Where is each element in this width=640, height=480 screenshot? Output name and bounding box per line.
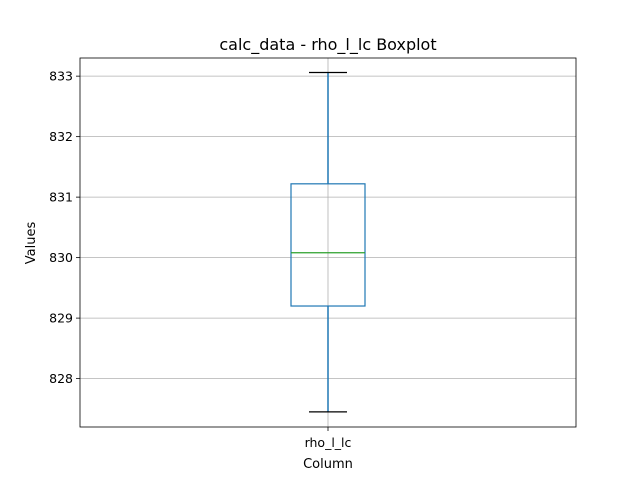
y-tick-label: 832 [49,129,73,144]
y-axis-ticks: 828 829 830 831 832 833 [49,69,80,386]
y-tick-label: 828 [49,371,73,386]
y-tick-label: 831 [49,190,73,205]
y-axis-label: Values [24,222,39,265]
y-tick-label: 833 [49,69,73,84]
chart-title: calc_data - rho_l_lc Boxplot [219,35,436,55]
box-group [290,71,366,413]
x-axis-ticks: rho_l_lc [305,427,352,450]
x-axis-label: Column [303,457,353,472]
y-tick-label: 830 [49,250,73,265]
x-tick-label: rho_l_lc [305,435,352,450]
y-tick-label: 829 [49,311,73,326]
iqr-box [290,183,366,307]
